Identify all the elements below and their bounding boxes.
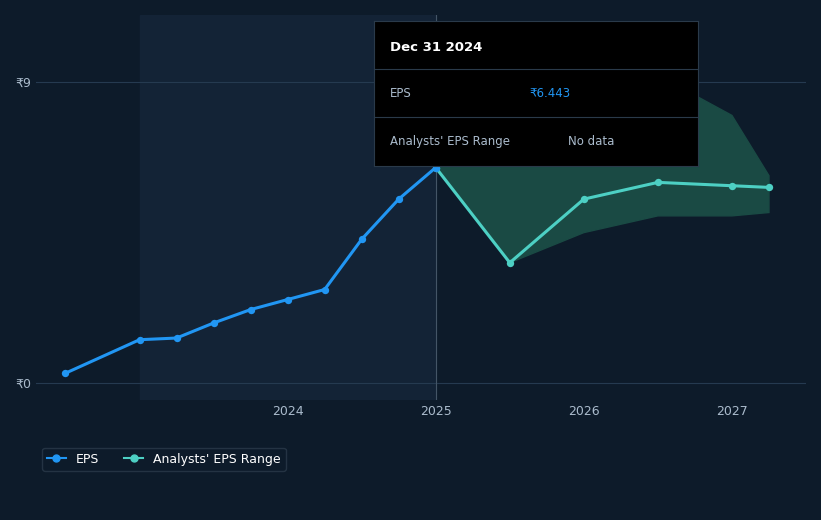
Point xyxy=(59,369,72,378)
Text: EPS: EPS xyxy=(390,87,411,100)
Point xyxy=(503,258,516,267)
Point xyxy=(429,163,443,172)
Bar xyxy=(140,15,436,400)
Text: ₹6.443: ₹6.443 xyxy=(530,87,571,100)
Point xyxy=(207,319,220,327)
Text: Dec 31 2024: Dec 31 2024 xyxy=(390,41,482,54)
Point xyxy=(133,335,146,344)
Point xyxy=(429,163,443,172)
Text: Actual: Actual xyxy=(392,54,429,67)
Point xyxy=(763,183,776,191)
Point xyxy=(170,334,183,342)
Text: Analysts Forecasts: Analysts Forecasts xyxy=(443,54,553,67)
Text: Analysts' EPS Range: Analysts' EPS Range xyxy=(390,135,510,148)
Polygon shape xyxy=(436,75,769,263)
Point xyxy=(577,195,590,203)
Point xyxy=(392,195,406,203)
Legend: EPS, Analysts' EPS Range: EPS, Analysts' EPS Range xyxy=(42,448,286,471)
Point xyxy=(726,181,739,190)
Point xyxy=(318,285,331,294)
Point xyxy=(244,305,257,314)
Point xyxy=(355,235,369,243)
Point xyxy=(281,295,294,304)
Text: No data: No data xyxy=(568,135,614,148)
Point xyxy=(651,178,664,187)
